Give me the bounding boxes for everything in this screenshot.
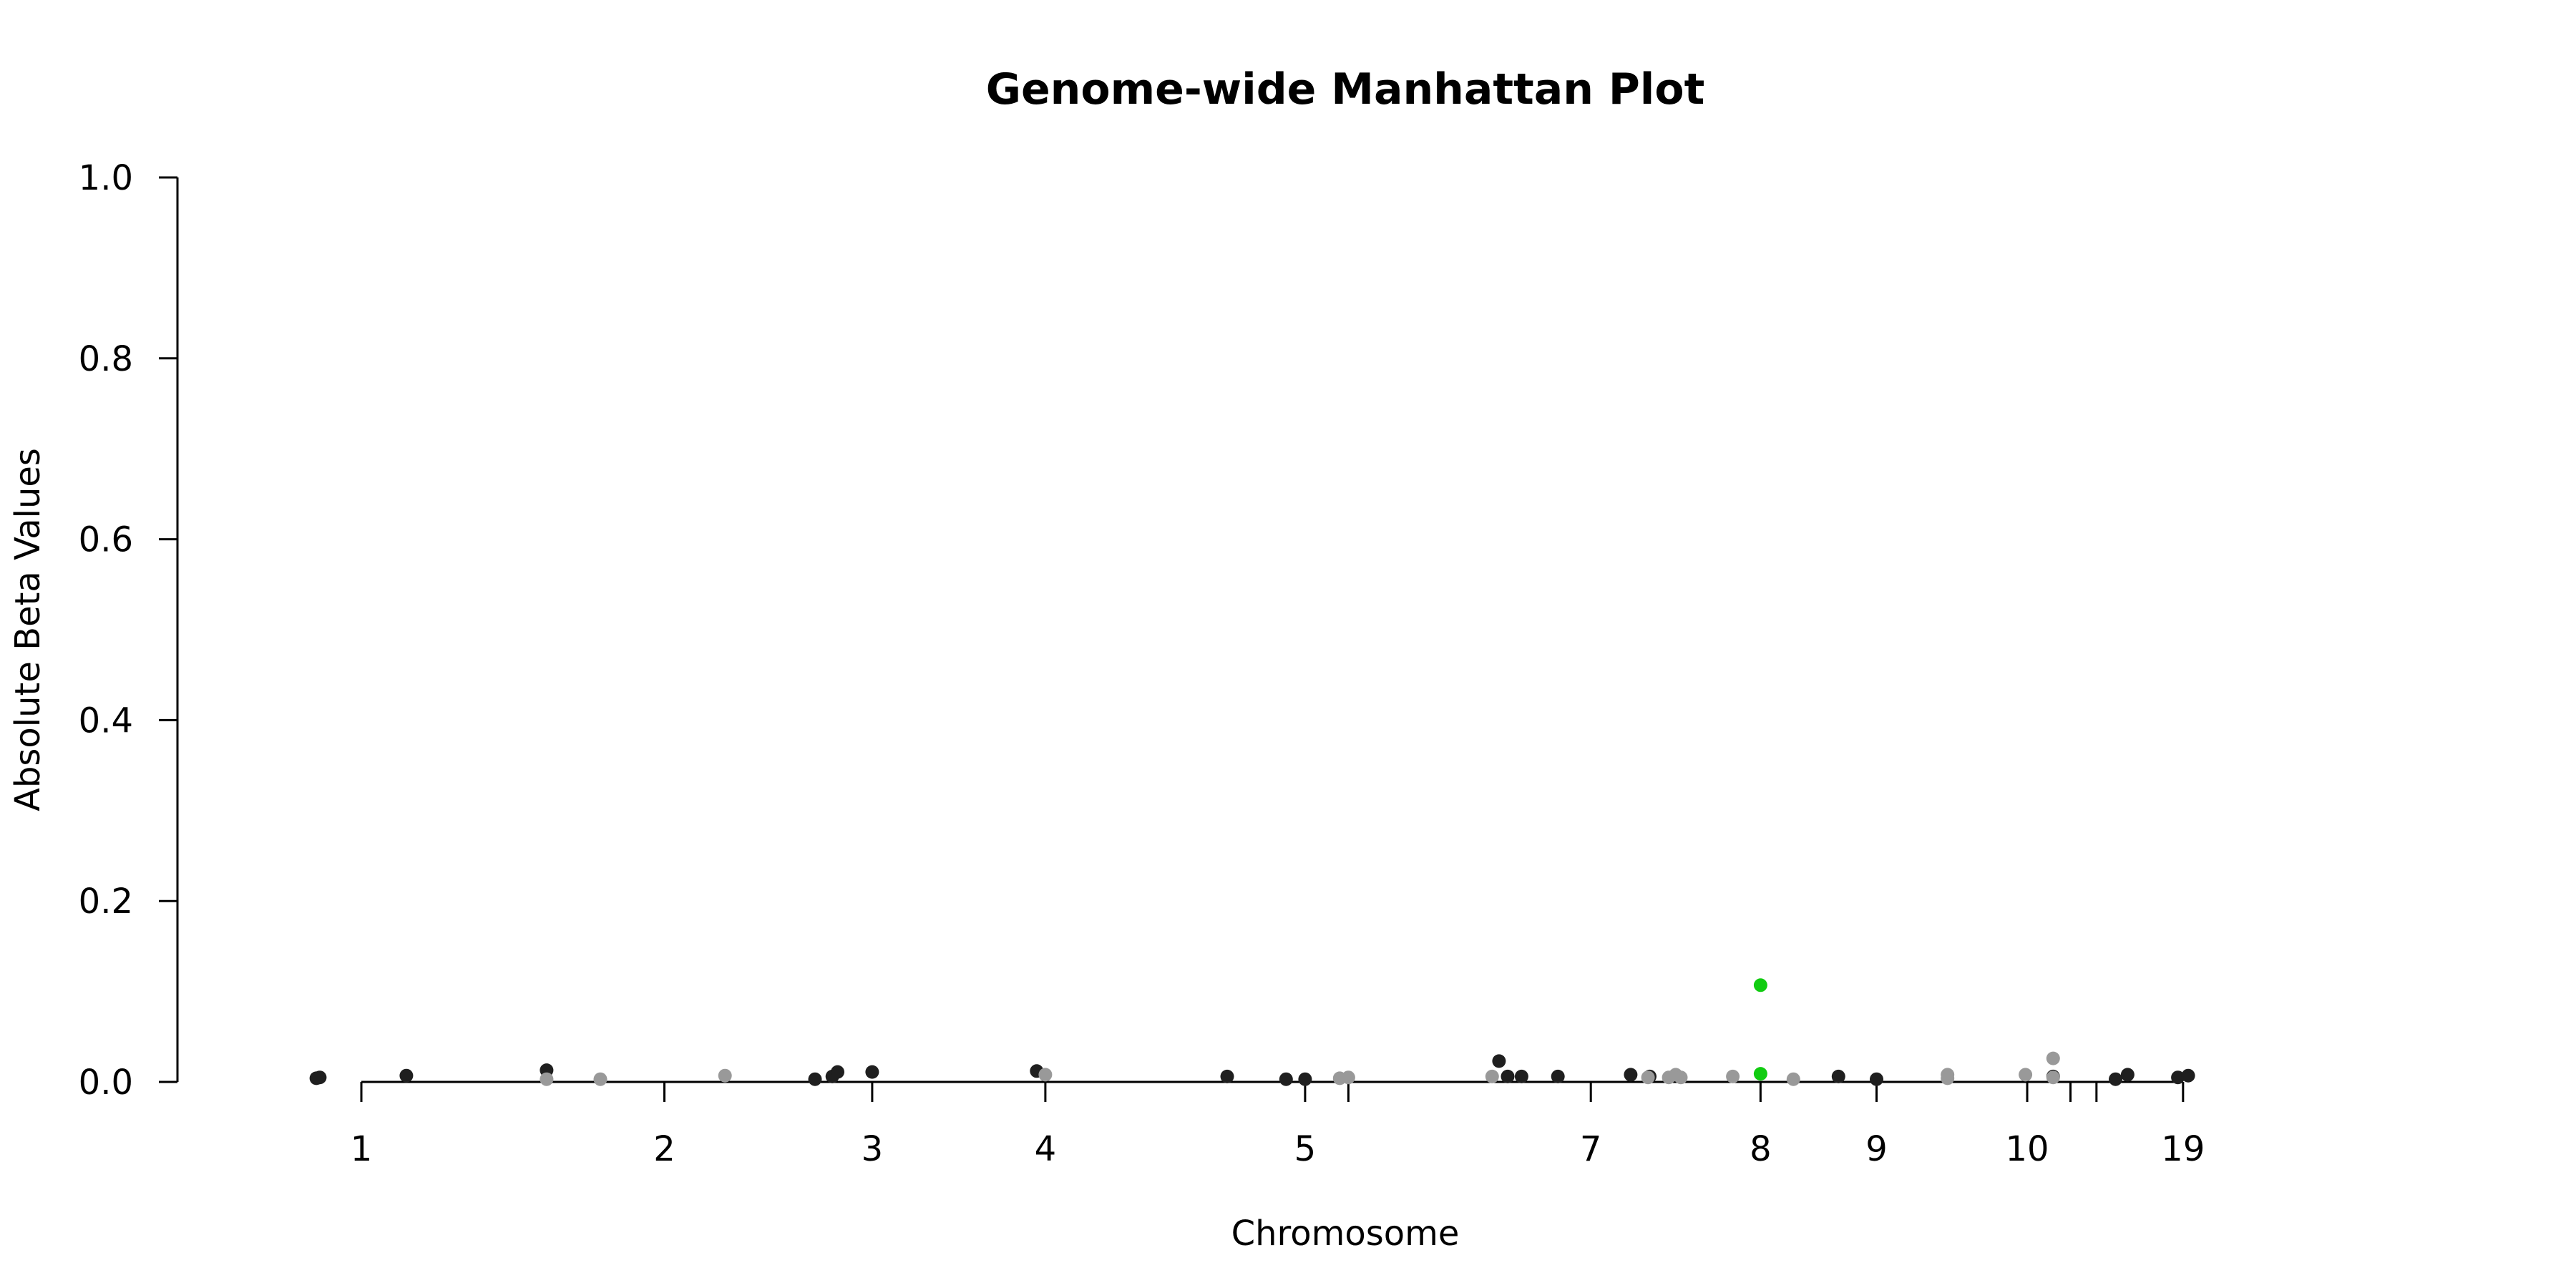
x-tick-label: 9: [1865, 1129, 1888, 1169]
data-point: [2046, 1051, 2060, 1065]
data-point: [1341, 1070, 1355, 1085]
x-tick-label: 1: [351, 1129, 373, 1169]
chart-title: Genome-wide Manhattan Plot: [986, 64, 1705, 114]
data-point: [1279, 1072, 1293, 1086]
data-point: [2181, 1068, 2195, 1083]
data-point: [808, 1072, 822, 1086]
data-points: [309, 978, 2195, 1086]
data-point: [1941, 1071, 1955, 1085]
data-point: [1624, 1068, 1638, 1082]
data-point: [540, 1072, 554, 1086]
y-tick-label: 0.6: [79, 520, 133, 560]
x-axis: 1 2 3 4 5 7 8 9 10 19: [351, 1080, 2205, 1169]
data-point: [313, 1070, 327, 1085]
data-point: [1831, 1069, 1845, 1083]
data-point: [1298, 1072, 1312, 1086]
data-point: [1220, 1069, 1234, 1083]
data-point: [2171, 1070, 2185, 1085]
data-point: [718, 1068, 732, 1083]
y-tick-label: 0.0: [79, 1063, 133, 1103]
data-point: [2120, 1068, 2135, 1082]
data-point: [1038, 1068, 1053, 1082]
data-point: [1726, 1069, 1740, 1083]
data-point: [399, 1068, 414, 1083]
x-tick-label: 7: [1580, 1129, 1602, 1169]
data-point: [1641, 1070, 1655, 1085]
data-point: [1514, 1069, 1528, 1083]
x-tick-label: 2: [653, 1129, 675, 1169]
x-tick-label: 4: [1035, 1129, 1057, 1169]
data-point: [1501, 1069, 1515, 1083]
data-point: [2019, 1068, 2033, 1082]
data-point: [2046, 1070, 2060, 1085]
x-tick-label: 19: [2161, 1129, 2205, 1169]
x-tick-label: 10: [2006, 1129, 2049, 1169]
y-axis: 0.0 0.2 0.4 0.6 0.8 1.0: [79, 158, 179, 1103]
data-point: [2109, 1072, 2122, 1086]
y-tick-label: 0.2: [79, 882, 133, 922]
x-tick-label: 5: [1294, 1129, 1317, 1169]
data-point: [1674, 1070, 1688, 1085]
data-point: [831, 1065, 844, 1079]
x-axis-label: Chromosome: [1231, 1214, 1460, 1254]
data-point: [1870, 1072, 1883, 1086]
highlighted-point: [1753, 1067, 1767, 1081]
y-tick-label: 1.0: [79, 158, 133, 198]
highlighted-point: [1753, 978, 1767, 992]
x-tick-label: 3: [862, 1129, 884, 1169]
y-tick-label: 0.4: [79, 701, 133, 741]
data-point: [1551, 1069, 1565, 1083]
data-point: [593, 1072, 608, 1086]
data-point: [1786, 1072, 1800, 1086]
data-point: [1492, 1054, 1506, 1068]
x-tick-label: 8: [1750, 1129, 1772, 1169]
data-point: [865, 1065, 879, 1079]
y-axis-label: Absolute Beta Values: [8, 448, 48, 811]
y-tick-label: 0.8: [79, 339, 133, 379]
data-point: [1485, 1069, 1499, 1083]
